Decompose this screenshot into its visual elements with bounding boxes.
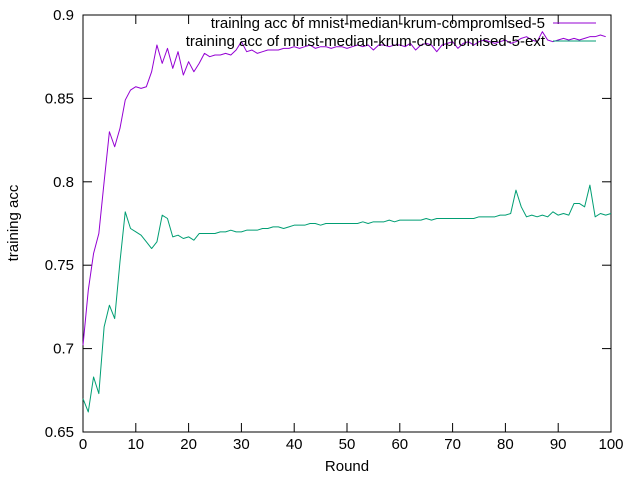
tick-labels: 0 10 20 30 40 50 60 70 80 90 100 0.65 0.7 0.75 0.8 0.85…	[45, 7, 624, 453]
y-axis-label: training acc	[5, 184, 22, 261]
x-tick-label: 0	[79, 436, 87, 453]
x-tick-label: 10	[127, 436, 144, 453]
tick-marks	[82, 14, 612, 433]
legend: training acc of mnist-median-krum-compro…	[186, 15, 596, 50]
x-tick-label: 80	[497, 436, 514, 453]
series-line-2	[82, 184, 612, 413]
x-tick-label: 70	[444, 436, 461, 453]
x-tick-label: 100	[598, 436, 623, 453]
x-tick-label: 90	[550, 436, 567, 453]
y-tick-label: 0.8	[53, 174, 74, 191]
x-tick-label: 40	[286, 436, 303, 453]
series-layer	[82, 31, 612, 413]
x-tick-label: 60	[391, 436, 408, 453]
y-tick-label: 0.65	[45, 424, 74, 441]
x-tick-label: 20	[180, 436, 197, 453]
x-tick-label: 50	[339, 436, 356, 453]
legend-label-series-2: training acc of mnist-median-krum-compro…	[186, 33, 546, 50]
y-tick-label: 0.7	[53, 341, 74, 358]
y-tick-label: 0.9	[53, 7, 74, 24]
x-axis-label: Round	[325, 458, 369, 475]
y-tick-label: 0.85	[45, 90, 74, 107]
legend-label-series-1: training acc of mnist-median-krum-compro…	[211, 15, 545, 32]
series-line-1	[82, 31, 606, 346]
x-tick-label: 30	[233, 436, 250, 453]
y-tick-label: 0.75	[45, 257, 74, 274]
